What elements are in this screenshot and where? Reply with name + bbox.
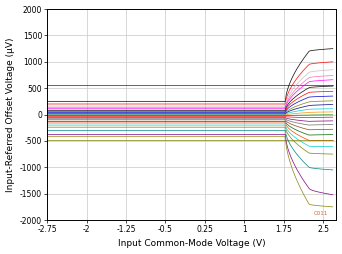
Y-axis label: Input-Referred Offset Voltage (µV): Input-Referred Offset Voltage (µV): [5, 37, 15, 192]
X-axis label: Input Common-Mode Voltage (V): Input Common-Mode Voltage (V): [118, 240, 266, 248]
Text: C011: C011: [314, 211, 328, 216]
